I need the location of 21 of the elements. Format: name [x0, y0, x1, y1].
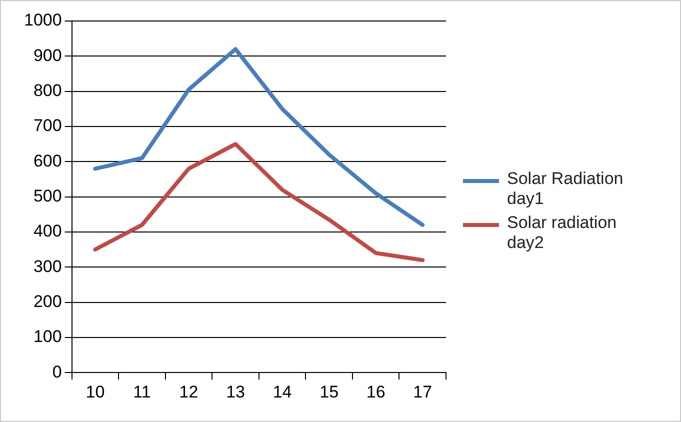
- y-tick-label: 0: [52, 362, 62, 382]
- x-tick-label: 10: [86, 382, 105, 402]
- y-tick-label: 800: [33, 81, 62, 100]
- y-tick-label: 1000: [24, 10, 62, 30]
- legend-label: Solar Radiation day1: [507, 169, 624, 209]
- y-tick-label: 100: [33, 327, 62, 346]
- y-tick-label: 200: [33, 292, 62, 311]
- y-tick-label: 700: [33, 116, 62, 136]
- legend-label: Solar radiation day2: [507, 213, 618, 253]
- x-tick-label: 16: [366, 382, 386, 402]
- y-tick-label: 900: [33, 46, 62, 65]
- y-tick-label: 400: [33, 222, 62, 241]
- x-tick-label: 11: [133, 382, 151, 402]
- x-tick-label: 17: [413, 382, 432, 402]
- y-tick-label: 500: [33, 186, 62, 206]
- x-tick-label: 14: [272, 382, 292, 402]
- y-tick-label: 300: [33, 256, 62, 276]
- x-tick-label: 13: [226, 382, 245, 402]
- x-tick-label: 15: [320, 382, 339, 402]
- y-tick-label: 600: [33, 151, 62, 170]
- x-tick-label: 12: [179, 382, 198, 402]
